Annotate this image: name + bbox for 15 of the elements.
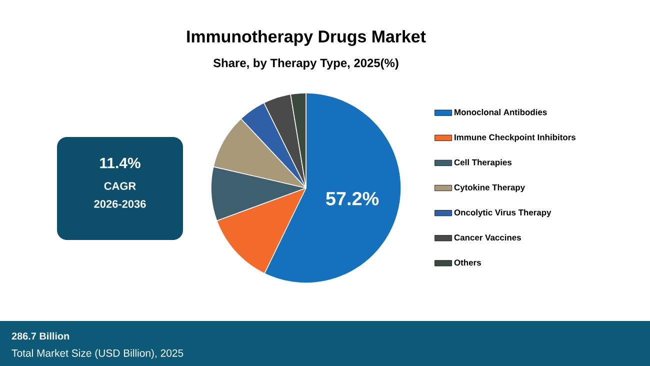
legend-label: Monoclonal Antibodies	[454, 108, 547, 116]
text: CAGR	[104, 182, 136, 190]
legend-label: Cytokine Therapy	[454, 184, 526, 192]
legend-label: Cancer Vaccines	[454, 234, 521, 241]
legend-label: Immune Checkpoint Inhibitors	[454, 134, 576, 142]
text: 11.4%	[100, 158, 140, 168]
legend-label: Others	[454, 259, 481, 266]
legend-label: Oncolytic Virus Therapy	[454, 209, 552, 218]
chart-title: Immunotherapy Drugs Market	[187, 30, 426, 46]
legend-label: Cell Therapies	[454, 159, 512, 168]
text: 2026-2036	[94, 200, 146, 208]
data-label: 57.2%	[326, 192, 379, 206]
chart-subtitle: Share, by Therapy Type, 2025(%)	[213, 58, 398, 70]
text: 286.7 Billion	[12, 332, 70, 340]
text: Total Market Size (USD Billion), 2025	[12, 349, 184, 359]
